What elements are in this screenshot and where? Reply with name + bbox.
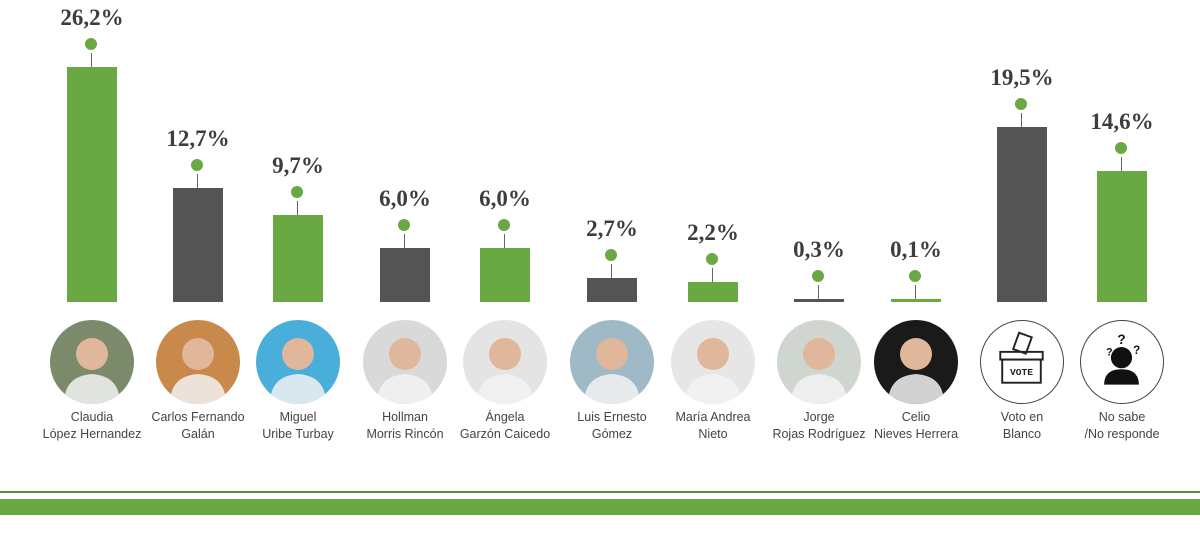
leader-line (297, 201, 298, 215)
value-label: 9,7% (272, 153, 324, 178)
leader-line (1121, 157, 1122, 171)
candidate-name: Carlos Fernando Galán (151, 410, 245, 441)
leader-line (404, 234, 405, 248)
leader-line (611, 264, 612, 278)
divider-thick (0, 499, 1200, 515)
divider-thin (0, 491, 1200, 493)
leader-line (91, 53, 92, 67)
marker-dot (909, 270, 921, 282)
candidate-name: Celio Nieves Herrera (873, 410, 959, 441)
candidate-avatar (363, 320, 447, 404)
value-label: 12,7% (166, 126, 230, 151)
bar-column: 0,3% Jorge Rojas Rodríguez (769, 0, 869, 470)
svg-text:?: ? (1106, 347, 1112, 359)
candidate-avatar (671, 320, 755, 404)
value-label: 0,1% (890, 237, 942, 262)
marker-dot (398, 219, 410, 231)
candidate-name: Voto en Blanco (1000, 410, 1044, 441)
marker-dot (191, 159, 203, 171)
value-label: 2,2% (687, 220, 739, 245)
candidate-avatar (463, 320, 547, 404)
candidate-avatar (50, 320, 134, 404)
bar (67, 67, 117, 302)
candidate-avatar (156, 320, 240, 404)
bar-column: 9,7% Miguel Uribe Turbay (248, 0, 348, 470)
value-label: 19,5% (990, 65, 1054, 90)
value-label: 2,7% (586, 216, 638, 241)
leader-line (197, 174, 198, 188)
candidate-name: María Andrea Nieto (675, 410, 751, 441)
leader-line (818, 285, 819, 299)
bar (273, 215, 323, 302)
svg-text:?: ? (1117, 332, 1125, 347)
candidate-name: No sabe /No responde (1084, 410, 1160, 441)
candidate-name: Ángela Garzón Caicedo (459, 410, 551, 441)
marker-dot (1115, 142, 1127, 154)
bar-column: 14,6% ??? No sabe /No responde (1072, 0, 1172, 470)
value-label: 14,6% (1090, 109, 1154, 134)
value-label: 6,0% (479, 186, 531, 211)
candidate-name: Claudia López Hernandez (42, 410, 142, 441)
bar-column: 2,7% Luis Ernesto Gómez (562, 0, 662, 470)
svg-text:VOTE: VOTE (1010, 367, 1033, 378)
question-person-icon: ??? (1080, 320, 1164, 404)
bar-column: 2,2% María Andrea Nieto (663, 0, 763, 470)
bar (891, 299, 941, 302)
bar (480, 248, 530, 302)
candidate-avatar (777, 320, 861, 404)
bar (173, 188, 223, 302)
bar (688, 282, 738, 302)
bar-column: 6,0% Hollman Morris Rincón (355, 0, 455, 470)
value-label: 6,0% (379, 186, 431, 211)
marker-dot (85, 38, 97, 50)
ballot-box-icon: VOTE (980, 320, 1064, 404)
bar (794, 299, 844, 302)
leader-line (712, 268, 713, 282)
leader-line (504, 234, 505, 248)
bar-column: 6,0% Ángela Garzón Caicedo (455, 0, 555, 470)
marker-dot (498, 219, 510, 231)
leader-line (1021, 113, 1022, 127)
svg-text:?: ? (1133, 345, 1140, 357)
bar-column: 19,5% VOTE Voto en Blanco (972, 0, 1072, 470)
candidate-name: Luis Ernesto Gómez (577, 410, 647, 441)
marker-dot (812, 270, 824, 282)
candidate-avatar (570, 320, 654, 404)
leader-line (915, 285, 916, 299)
bar-column: 26,2% Claudia López Hernandez (42, 0, 142, 470)
marker-dot (706, 253, 718, 265)
candidate-avatar (256, 320, 340, 404)
bar-column: 12,7% Carlos Fernando Galán (148, 0, 248, 470)
value-label: 26,2% (60, 5, 124, 30)
candidate-name: Jorge Rojas Rodríguez (772, 410, 866, 441)
bar (1097, 171, 1147, 302)
candidate-avatar (874, 320, 958, 404)
marker-dot (291, 186, 303, 198)
candidate-name: Hollman Morris Rincón (366, 410, 444, 441)
bar (380, 248, 430, 302)
bar (587, 278, 637, 302)
bar-column: 0,1% Celio Nieves Herrera (866, 0, 966, 470)
value-label: 0,3% (793, 237, 845, 262)
marker-dot (605, 249, 617, 261)
marker-dot (1015, 98, 1027, 110)
candidate-name: Miguel Uribe Turbay (262, 410, 334, 441)
bar (997, 127, 1047, 302)
